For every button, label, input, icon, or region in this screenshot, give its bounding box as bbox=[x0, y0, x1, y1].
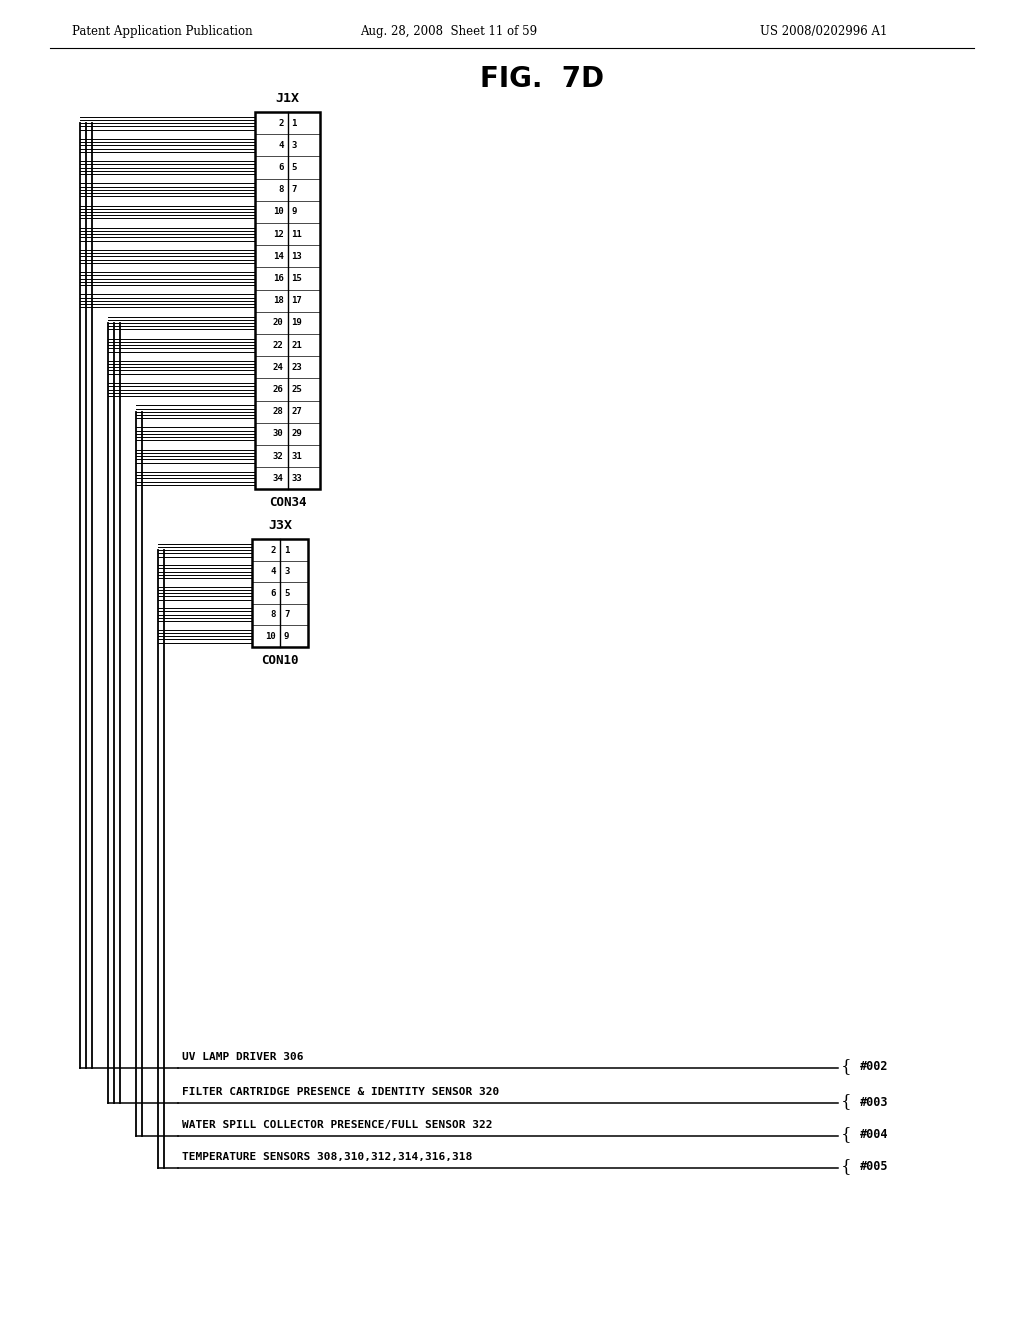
Text: #003: #003 bbox=[860, 1096, 889, 1109]
Text: #004: #004 bbox=[860, 1129, 889, 1142]
Bar bbox=[255, 112, 319, 490]
Text: 1: 1 bbox=[284, 545, 290, 554]
Text: 3: 3 bbox=[284, 568, 290, 576]
Bar bbox=[252, 540, 308, 647]
Text: 33: 33 bbox=[292, 474, 302, 483]
Text: 11: 11 bbox=[292, 230, 302, 239]
Text: 9: 9 bbox=[292, 207, 297, 216]
Text: 29: 29 bbox=[292, 429, 302, 438]
Text: 12: 12 bbox=[272, 230, 284, 239]
Text: 31: 31 bbox=[292, 451, 302, 461]
Text: 5: 5 bbox=[292, 162, 297, 172]
Text: 22: 22 bbox=[272, 341, 284, 350]
Text: 19: 19 bbox=[292, 318, 302, 327]
Text: 2: 2 bbox=[279, 119, 284, 128]
Text: 28: 28 bbox=[272, 407, 284, 416]
Text: 5: 5 bbox=[284, 589, 290, 598]
Text: 32: 32 bbox=[272, 451, 284, 461]
Text: TEMPERATURE SENSORS 308,310,312,314,316,318: TEMPERATURE SENSORS 308,310,312,314,316,… bbox=[182, 1152, 472, 1162]
Text: 4: 4 bbox=[279, 141, 284, 149]
Text: 21: 21 bbox=[292, 341, 302, 350]
Text: {: { bbox=[841, 1159, 852, 1176]
Text: 10: 10 bbox=[272, 207, 284, 216]
Text: 4: 4 bbox=[270, 568, 276, 576]
Text: 14: 14 bbox=[272, 252, 284, 261]
Text: 8: 8 bbox=[270, 610, 276, 619]
Text: 6: 6 bbox=[279, 162, 284, 172]
Text: 16: 16 bbox=[272, 275, 284, 282]
Text: 6: 6 bbox=[270, 589, 276, 598]
Text: 10: 10 bbox=[265, 632, 276, 640]
Text: 34: 34 bbox=[272, 474, 284, 483]
Text: {: { bbox=[841, 1126, 852, 1143]
Text: #005: #005 bbox=[860, 1160, 889, 1173]
Text: 8: 8 bbox=[279, 185, 284, 194]
Text: {: { bbox=[841, 1093, 852, 1110]
Text: 20: 20 bbox=[272, 318, 284, 327]
Text: {: { bbox=[841, 1059, 852, 1076]
Text: CON34: CON34 bbox=[268, 496, 306, 510]
Text: CON10: CON10 bbox=[261, 653, 299, 667]
Text: 15: 15 bbox=[292, 275, 302, 282]
Text: UV LAMP DRIVER 306: UV LAMP DRIVER 306 bbox=[182, 1052, 303, 1063]
Text: 24: 24 bbox=[272, 363, 284, 372]
Text: 13: 13 bbox=[292, 252, 302, 261]
Text: FILTER CARTRIDGE PRESENCE & IDENTITY SENSOR 320: FILTER CARTRIDGE PRESENCE & IDENTITY SEN… bbox=[182, 1086, 500, 1097]
Text: WATER SPILL COLLECTOR PRESENCE/FULL SENSOR 322: WATER SPILL COLLECTOR PRESENCE/FULL SENS… bbox=[182, 1119, 493, 1130]
Text: 17: 17 bbox=[292, 296, 302, 305]
Text: 23: 23 bbox=[292, 363, 302, 372]
Text: 27: 27 bbox=[292, 407, 302, 416]
Text: 2: 2 bbox=[270, 545, 276, 554]
Text: J3X: J3X bbox=[268, 519, 292, 532]
Text: US 2008/0202996 A1: US 2008/0202996 A1 bbox=[760, 25, 888, 38]
Text: 9: 9 bbox=[284, 632, 290, 640]
Text: FIG.  7D: FIG. 7D bbox=[480, 65, 604, 92]
Text: J1X: J1X bbox=[275, 92, 299, 106]
Text: 26: 26 bbox=[272, 385, 284, 393]
Text: 18: 18 bbox=[272, 296, 284, 305]
Text: #002: #002 bbox=[860, 1060, 889, 1073]
Text: 30: 30 bbox=[272, 429, 284, 438]
Text: 25: 25 bbox=[292, 385, 302, 393]
Text: Patent Application Publication: Patent Application Publication bbox=[72, 25, 253, 38]
Text: Aug. 28, 2008  Sheet 11 of 59: Aug. 28, 2008 Sheet 11 of 59 bbox=[360, 25, 538, 38]
Text: 7: 7 bbox=[284, 610, 290, 619]
Text: 3: 3 bbox=[292, 141, 297, 149]
Text: 1: 1 bbox=[292, 119, 297, 128]
Text: 7: 7 bbox=[292, 185, 297, 194]
